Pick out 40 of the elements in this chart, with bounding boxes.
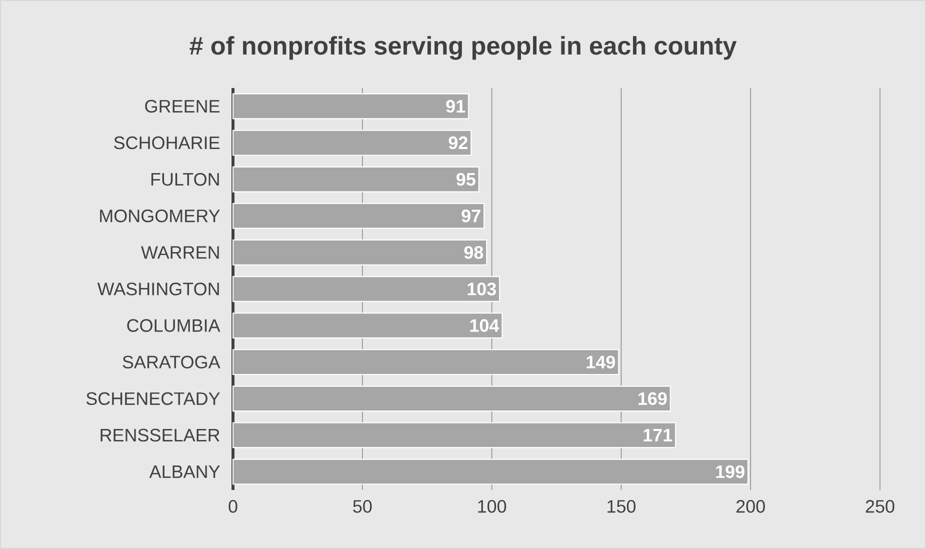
bar [232,202,485,229]
chart-title: # of nonprofits serving people in each county [190,36,737,60]
x-tick-label: 250 [866,500,894,513]
y-tick-label: COLUMBIA [127,319,220,332]
data-label: 103 [468,282,496,296]
bar [232,386,671,412]
bar [232,239,488,266]
bar [232,312,503,338]
data-label: 104 [470,319,500,332]
y-tick-label: RENSSELAER [100,428,220,442]
x-tick-label: 0 [228,500,238,513]
y-tick-label: FULTON [151,172,219,186]
bar [232,93,470,120]
data-label: 92 [448,136,468,150]
x-tick-label: 50 [353,500,372,513]
data-label: 97 [462,210,480,222]
y-tick-label: MONGOMERY [100,210,220,222]
y-tick-label: GREENE [145,100,220,113]
y-tick-label: SCHOHARIE [114,136,220,150]
data-label: 171 [644,428,672,442]
y-tick-label: SCHENECTADY [86,392,220,405]
bar [232,130,472,156]
x-tick-label: 150 [608,500,636,513]
data-label: 91 [446,100,466,113]
data-label: 149 [586,356,616,368]
bar [232,422,676,448]
bar [232,166,480,192]
data-label: 169 [638,392,667,405]
data-label: 98 [464,246,484,259]
y-tick-label: WASHINGTON [97,282,219,296]
x-tick-label: 100 [478,500,506,513]
y-tick-label: SARATOGA [122,356,220,368]
data-label: 95 [456,172,476,186]
bar [232,349,620,376]
bar [232,276,500,302]
x-tick-label: 200 [736,500,765,513]
y-tick-label: ALBANY [149,466,220,478]
data-label: 199 [716,465,744,478]
bar [232,458,749,485]
y-tick-label: WARREN [141,246,219,259]
